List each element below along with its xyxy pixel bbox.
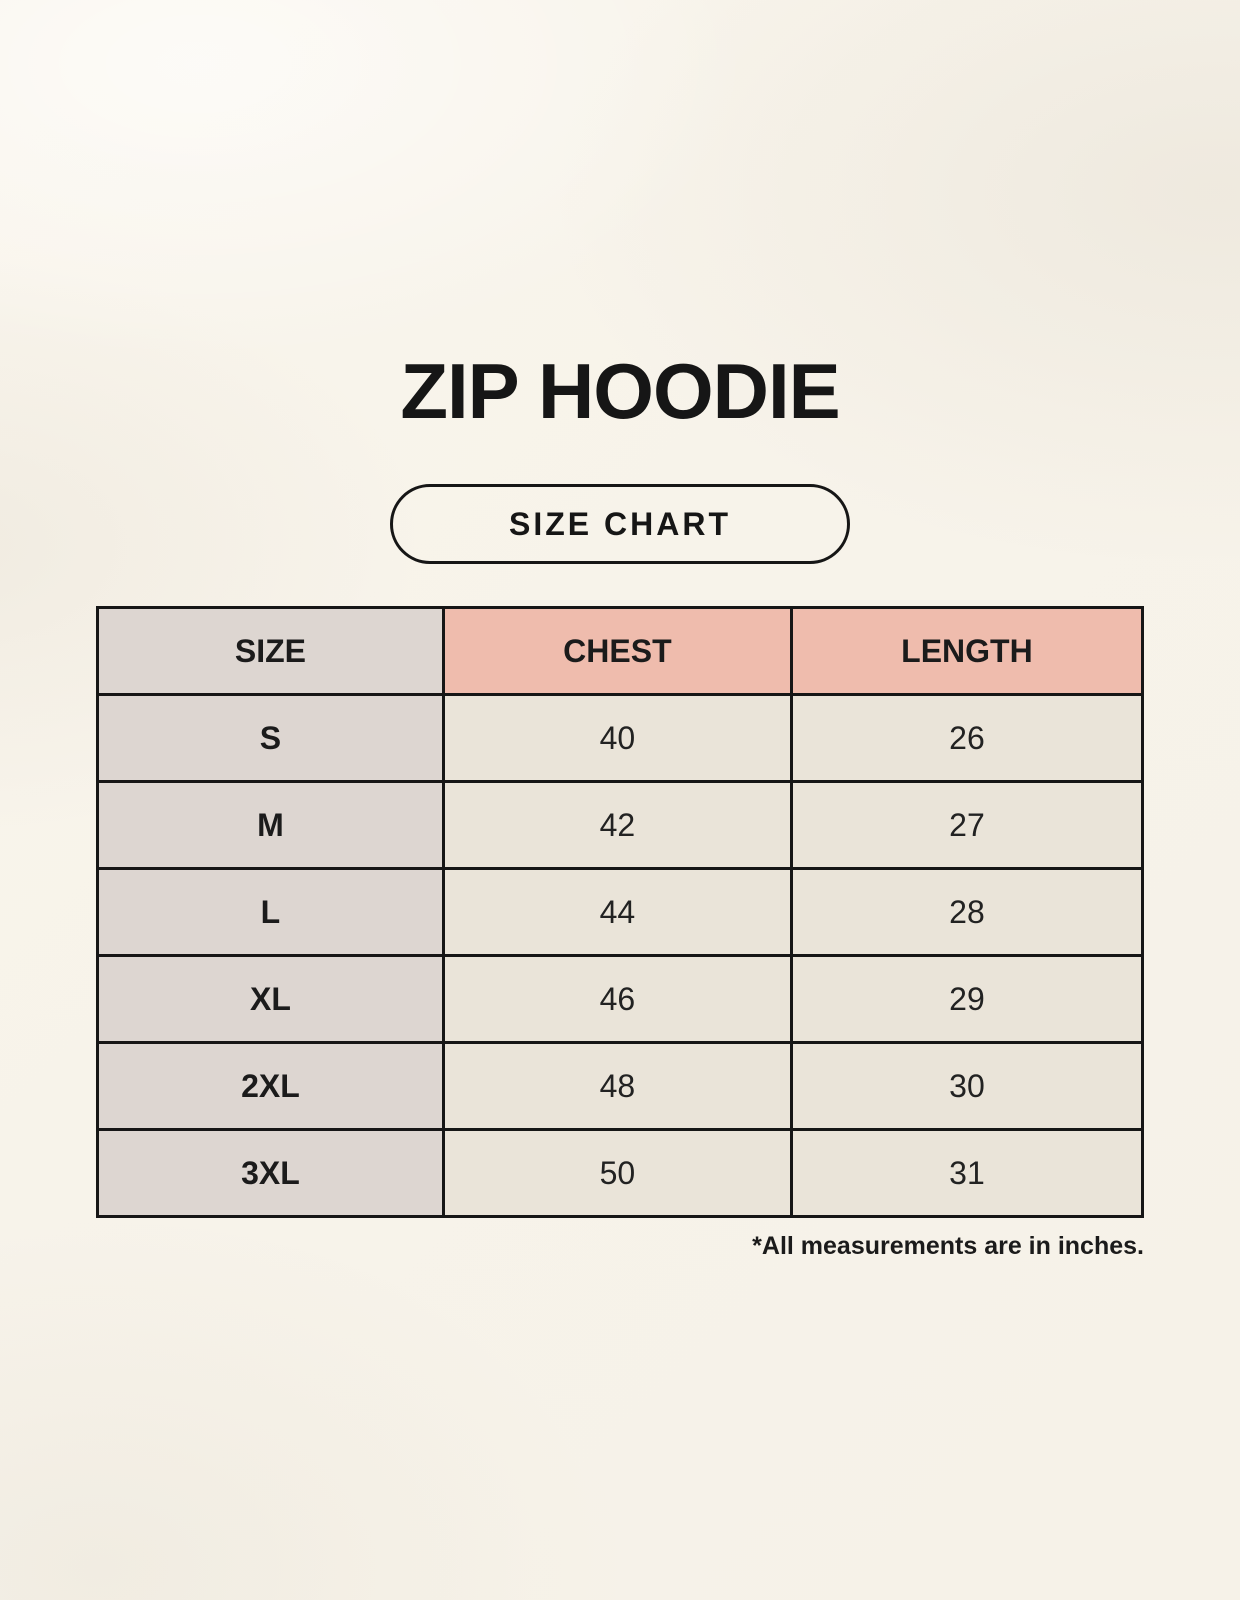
size-label: M — [96, 780, 445, 870]
chest-value: 46 — [441, 954, 793, 1044]
table-row: 2XL 48 30 — [96, 1041, 1145, 1131]
length-value: 29 — [789, 954, 1145, 1044]
column-header-size: SIZE — [96, 606, 445, 696]
size-chart-badge-label: SIZE CHART — [509, 505, 731, 542]
table-row: S 40 26 — [96, 693, 1145, 783]
length-value: 26 — [789, 693, 1145, 783]
size-chart-badge: SIZE CHART — [390, 484, 850, 564]
length-value: 27 — [789, 780, 1145, 870]
page-title: ZIP HOODIE — [400, 347, 840, 435]
table-row: XL 46 29 — [96, 954, 1145, 1044]
chest-value: 44 — [441, 867, 793, 957]
table-row: L 44 28 — [96, 867, 1145, 957]
size-label: 3XL — [96, 1128, 445, 1218]
column-header-chest: CHEST — [441, 606, 793, 696]
table-row: 3XL 50 31 — [96, 1128, 1145, 1218]
chest-value: 40 — [441, 693, 793, 783]
column-header-length: LENGTH — [789, 606, 1145, 696]
size-label: 2XL — [96, 1041, 445, 1131]
size-label: XL — [96, 954, 445, 1044]
chest-value: 42 — [441, 780, 793, 870]
chest-value: 50 — [441, 1128, 793, 1218]
chest-value: 48 — [441, 1041, 793, 1131]
size-label: L — [96, 867, 445, 957]
measurements-footnote: *All measurements are in inches. — [752, 1232, 1144, 1260]
table-row: M 42 27 — [96, 780, 1145, 870]
length-value: 30 — [789, 1041, 1145, 1131]
length-value: 31 — [789, 1128, 1145, 1218]
badge-container: SIZE CHART — [0, 484, 1240, 564]
table-header-row: SIZE CHEST LENGTH — [96, 606, 1145, 696]
size-label: S — [96, 693, 445, 783]
size-chart-table: SIZE CHEST LENGTH S 40 26 M 42 27 L 44 2… — [96, 606, 1145, 1218]
length-value: 28 — [789, 867, 1145, 957]
